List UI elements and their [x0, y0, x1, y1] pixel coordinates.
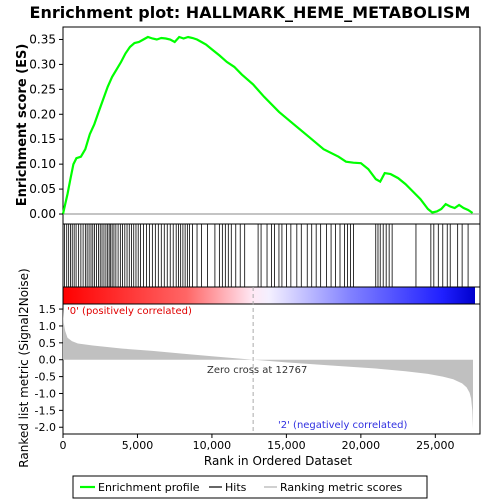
x-tick-label: 10,000: [193, 439, 232, 452]
hit-marks: [64, 224, 469, 287]
es-y-tick-label: 0.00: [29, 207, 56, 221]
es-y-axis: 0.00 0.05 0.10 0.15 0.20 0.25 0.30 0.35: [29, 32, 63, 221]
es-y-tick-label: 0.30: [29, 57, 56, 71]
x-tick-label: 20,000: [342, 439, 381, 452]
metric-y-tick-label: 0.0: [39, 354, 57, 367]
x-tick-label: 0: [60, 439, 67, 452]
legend-hits-label: Hits: [225, 481, 247, 494]
legend-metric-label: Ranking metric scores: [280, 481, 402, 494]
chart-title: Enrichment plot: HALLMARK_HEME_METABOLIS…: [30, 3, 471, 22]
enrichment-profile-line: [61, 35, 474, 215]
x-tick-label: 15,000: [267, 439, 306, 452]
metric-y-tick-label: -0.5: [35, 371, 56, 384]
metric-y-tick-label: -1.0: [35, 387, 56, 400]
es-y-tick-label: 0.15: [29, 132, 56, 146]
rank-color-bar: [63, 287, 475, 304]
es-y-tick-label: 0.20: [29, 107, 56, 121]
es-y-tick-label: 0.35: [29, 32, 56, 46]
metric-y-tick-label: -2.0: [35, 421, 56, 434]
positive-correlation-label: '0' (positively correlated): [67, 306, 192, 317]
x-axis: 0 5,000 10,000 15,000 20,000 25,000: [60, 434, 455, 452]
x-axis-label: Rank in Ordered Dataset: [204, 454, 352, 468]
negative-correlation-label: '2' (negatively correlated): [278, 420, 407, 431]
metric-y-axis-label: Ranked list metric (Signal2Noise): [17, 268, 31, 467]
x-tick-label: 25,000: [416, 439, 455, 452]
ranking-metric-area: [63, 308, 473, 429]
es-y-axis-label: Enrichment score (ES): [15, 44, 30, 207]
legend-box: [72, 475, 428, 499]
es-y-tick-label: 0.25: [29, 82, 56, 96]
es-y-tick-label: 0.10: [29, 157, 56, 171]
metric-y-tick-label: 0.5: [39, 337, 57, 350]
metric-y-tick-label: -1.5: [35, 404, 56, 417]
metric-y-axis: -2.0 -1.5 -1.0 -0.5 0.0 0.5 1.0 1.5: [35, 303, 63, 434]
es-y-tick-label: 0.05: [29, 182, 56, 196]
zero-cross-label: Zero cross at 12767: [207, 365, 307, 376]
metric-y-tick-label: 1.0: [39, 320, 57, 333]
x-tick-label: 5,000: [122, 439, 154, 452]
es-panel-frame: [62, 26, 481, 225]
legend: Enrichment profile Hits Ranking metric s…: [72, 475, 428, 499]
legend-enrichment-label: Enrichment profile: [98, 481, 200, 494]
metric-y-tick-label: 1.5: [39, 303, 57, 316]
